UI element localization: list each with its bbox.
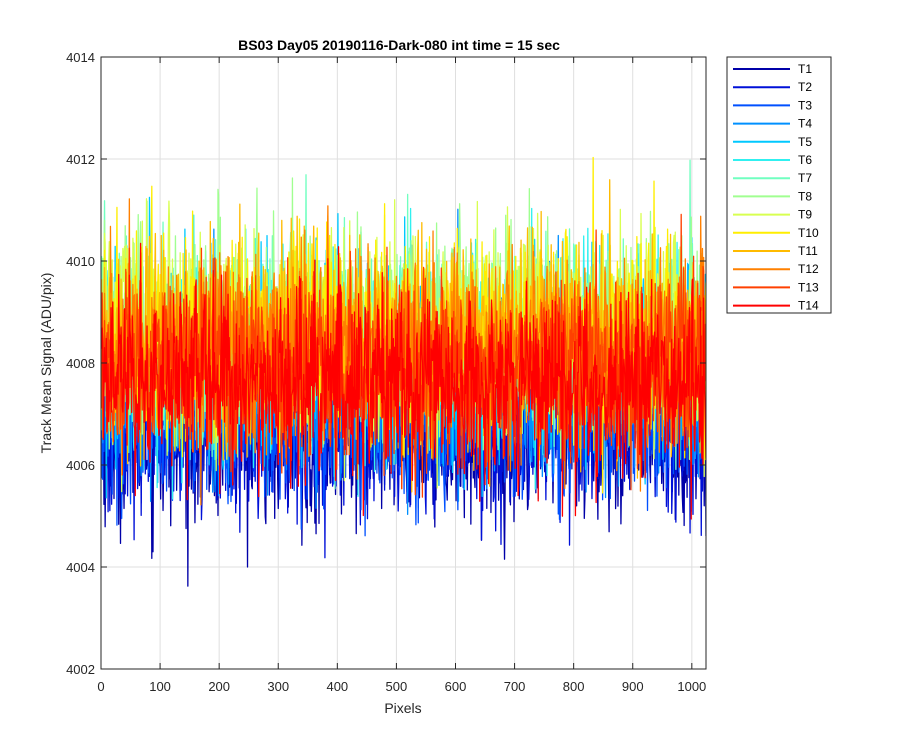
legend-label-t1: T1 [798,62,812,76]
x-tick-label: 600 [445,679,467,694]
y-ticks: 4002 4004 4006 4008 4010 4012 4014 [66,50,706,677]
legend-label-t5: T5 [798,135,812,149]
y-tick-label: 4014 [66,50,95,65]
x-tick-label: 500 [386,679,408,694]
x-tick-label: 1000 [677,679,706,694]
y-axis-label: Track Mean Signal (ADU/pix) [38,273,54,454]
series-line-t14 [101,242,706,520]
x-tick-label: 400 [326,679,348,694]
legend-label-t4: T4 [798,117,812,131]
legend-label-t13: T13 [798,280,819,294]
legend: T1 T2 T3 T4 T5 T6 T7 T8 T9 T10 T11 T12 T13 T14 [726,56,832,314]
y-tick-label: 4010 [66,254,95,269]
x-tick-label: 700 [504,679,526,694]
legend-label-t10: T10 [798,226,819,240]
y-tick-label: 4012 [66,152,95,167]
y-tick-label: 4008 [66,356,95,371]
legend-label-t6: T6 [798,153,812,167]
x-axis-label: Pixels [384,700,421,716]
legend-box [726,56,832,314]
series-layer [101,156,706,587]
x-tick-label: 0 [97,679,104,694]
x-tick-label: 100 [149,679,171,694]
legend-label-t11: T11 [798,244,818,258]
y-tick-label: 4004 [66,560,95,575]
legend-label-t8: T8 [798,189,812,203]
legend-label-t9: T9 [798,208,812,222]
legend-label-t14: T14 [798,299,819,313]
x-tick-label: 800 [563,679,585,694]
legend-label-t3: T3 [798,98,812,112]
y-tick-label: 4006 [66,458,95,473]
x-ticks: 0 100 200 300 400 500 600 700 800 900 1000 [97,57,706,694]
legend-label-t2: T2 [798,80,812,94]
legend-label-t12: T12 [798,262,819,276]
x-tick-label: 300 [267,679,289,694]
x-tick-label: 200 [208,679,230,694]
x-tick-label: 900 [622,679,644,694]
legend-label-t7: T7 [798,171,812,185]
y-tick-label: 4002 [66,662,95,677]
chart-title: BS03 Day05 20190116-Dark-080 int time = … [238,37,560,53]
